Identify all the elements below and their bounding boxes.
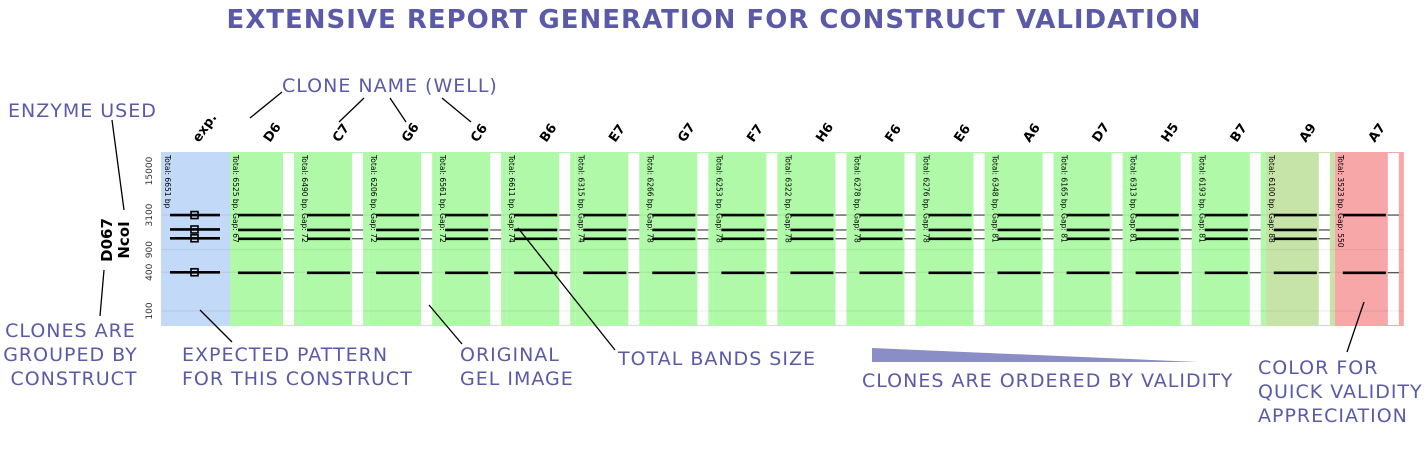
y-tick-label: 900 <box>145 241 155 258</box>
clone-name-header: C6 <box>468 121 491 145</box>
clone-lane-g6: Total: 6206 bp. Gap: 72 <box>368 152 438 326</box>
clone-lane-d7: Total: 6165 bp. Gap: 81 <box>1058 152 1128 326</box>
clone-lane-c7: Total: 6490 bp. Gap: 72 <box>299 152 369 326</box>
clone-lane-f6: Total: 6278 bp. Gap: 78 <box>851 152 921 326</box>
lane-panels: Total: 6651 bp Total: 6525 bp. Gap: 67 Tot… <box>161 152 1404 326</box>
clone-name-header: C7 <box>330 121 353 145</box>
clone-name-header: B6 <box>537 121 560 145</box>
clone-lane-e6: Total: 6276 bp. Gap: 78 <box>920 152 990 326</box>
y-tick-label: 3100 <box>145 203 155 226</box>
clone-total-label: Total: 6490 bp. Gap: 72 <box>300 154 309 243</box>
enzyme-label: NcoI <box>115 221 133 258</box>
clone-name-header: H6 <box>813 120 837 145</box>
annotation-expected-pattern: EXPECTED PATTERN FOR THIS CONSTRUCT <box>182 344 413 390</box>
clone-total-label: Total: 6348 bp. Gap: 81 <box>991 154 1000 243</box>
y-axis-ticks: 15000 3100 900 400 100 <box>145 156 155 319</box>
clone-total-label: Total: 6313 bp. Gap: 81 <box>1129 154 1138 243</box>
annotation-total-bands: TOTAL BANDS SIZE <box>617 348 816 370</box>
clone-lane-b7: Total: 6193 bp. Gap: 81 <box>1196 152 1266 326</box>
clone-name-header: D7 <box>1090 120 1114 145</box>
expected-band-marker <box>190 225 199 234</box>
lane-headers: exp. D6 C7 G6 C6 B6 E7 G7 F7 H6 F6 E6 A6 D7 H5 B7 A9 A7 <box>190 111 1389 145</box>
clone-name-header: A9 <box>1297 121 1320 145</box>
clone-total-label: Total: 6611 bp. Gap: 74 <box>507 154 516 243</box>
row-label: D067 NcoI <box>98 218 133 262</box>
clone-lane-a6: Total: 6348 bp. Gap: 81 <box>989 152 1059 326</box>
clone-total-label: Total: 6315 bp. Gap: 74 <box>576 154 585 243</box>
annotation-color: COLOR FOR QUICK VALIDITY APPRECIATION <box>1258 357 1428 427</box>
clone-total-label: Total: 6276 bp. Gap: 78 <box>922 154 931 243</box>
clone-name-header: A7 <box>1366 121 1389 145</box>
clone-total-label: Total: 3523 bp. Gap: 550 <box>1336 154 1345 248</box>
clone-total-label: Total: 6322 bp. Gap: 78 <box>783 154 792 243</box>
clone-lane-f7: Total: 6253 bp. Gap: 78 <box>713 152 783 326</box>
clone-total-label: Total: 6278 bp. Gap: 78 <box>852 154 861 243</box>
annotations: ENZYME USED CLONE NAME (WELL) CLONES ARE… <box>3 75 1428 427</box>
annotation-enzyme-used: ENZYME USED <box>8 100 157 122</box>
annotation-grouped: CLONES ARE GROUPED BY CONSTRUCT <box>3 320 145 390</box>
expected-header: exp. <box>190 111 220 145</box>
clone-name-header: E7 <box>606 122 629 145</box>
clone-lane-a7: Total: 3523 bp. Gap: 550 <box>1334 152 1404 326</box>
annotation-original-gel: ORIGINAL GEL IMAGE <box>460 344 574 390</box>
annotation-ordered: CLONES ARE ORDERED BY VALIDITY <box>862 370 1233 392</box>
clone-name-header: D6 <box>261 120 285 145</box>
clone-name-header: B7 <box>1228 121 1251 145</box>
clone-total-label: Total: 6561 bp. Gap: 72 <box>438 154 447 243</box>
clone-lane-d6: Total: 6525 bp. Gap: 67 <box>230 152 300 326</box>
clone-name-header: G7 <box>675 121 699 146</box>
clone-name-header: E6 <box>951 122 974 145</box>
expected-band-marker <box>190 267 199 277</box>
clone-lane-g7: Total: 6266 bp. Gap: 78 <box>644 152 714 326</box>
clone-lane-h6: Total: 6322 bp. Gap: 78 <box>782 152 852 326</box>
expected-band-marker <box>190 233 199 243</box>
clone-name-header: A6 <box>1021 121 1044 145</box>
figure-title: EXTENSIVE REPORT GENERATION FOR CONSTRUC… <box>226 5 1201 35</box>
y-tick-label: 400 <box>145 263 155 280</box>
clone-lane-c6: Total: 6561 bp. Gap: 72 <box>437 152 507 326</box>
annotation-lines <box>99 91 1365 353</box>
clone-name-header: F6 <box>882 122 905 145</box>
construct-label: D067 <box>98 218 116 262</box>
clone-lane-e7: Total: 6315 bp. Gap: 74 <box>575 152 645 326</box>
annotation-clone-name: CLONE NAME (WELL) <box>282 75 498 97</box>
expected-total-label: Total: 6651 bp <box>163 154 172 209</box>
clone-lane-b6: Total: 6611 bp. Gap: 74 <box>506 152 576 326</box>
clone-total-label: Total: 6206 bp. Gap: 72 <box>369 154 378 243</box>
clone-total-label: Total: 6100 bp. Gap: 88 <box>1267 154 1276 243</box>
clone-lane-a9: Total: 6100 bp. Gap: 88 <box>1265 152 1335 326</box>
expected-band-marker <box>190 210 199 220</box>
clone-total-label: Total: 6266 bp. Gap: 78 <box>645 154 654 243</box>
y-tick-label: 15000 <box>145 156 155 185</box>
clone-total-label: Total: 6253 bp. Gap: 78 <box>714 154 723 243</box>
clone-name-header: F7 <box>744 122 767 145</box>
clone-lane-h5: Total: 6313 bp. Gap: 81 <box>1127 152 1197 326</box>
validity-order-wedge <box>872 348 1198 362</box>
clone-total-label: Total: 6165 bp. Gap: 81 <box>1060 154 1069 243</box>
clone-total-label: Total: 6193 bp. Gap: 81 <box>1198 154 1207 243</box>
clone-name-header: H5 <box>1159 120 1183 145</box>
gel-image-strip <box>1387 153 1399 325</box>
y-tick-label: 100 <box>145 302 155 319</box>
clone-name-header: G6 <box>399 121 423 146</box>
clone-total-label: Total: 6525 bp. Gap: 67 <box>231 154 240 243</box>
